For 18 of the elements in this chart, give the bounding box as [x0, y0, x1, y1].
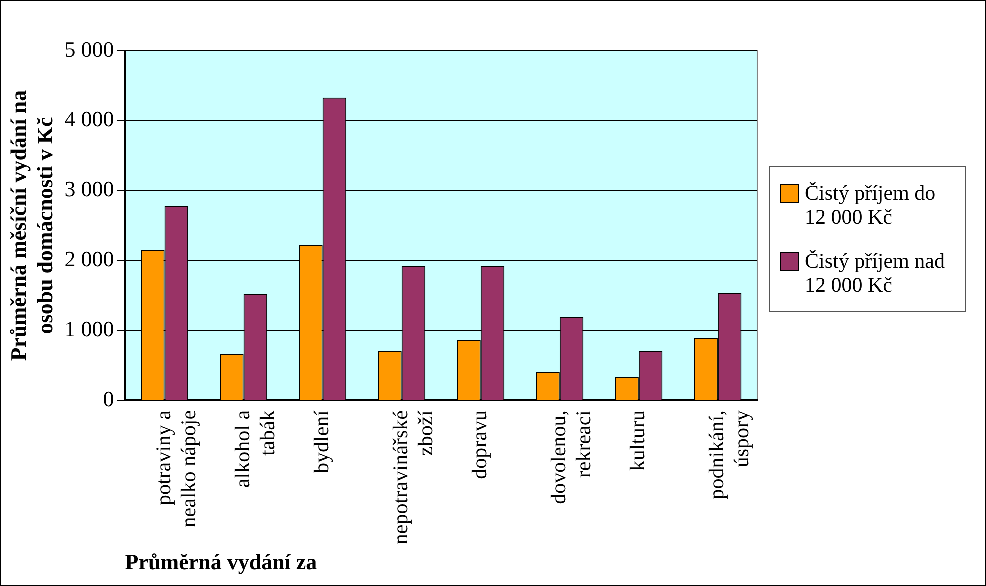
y-tick-label: 4 000 [64, 106, 114, 132]
x-axis-title: Průměrná vydání za [125, 549, 318, 574]
y-tick-label: 1 000 [64, 316, 114, 342]
x-tick-label: nepotravinářské zboží [388, 410, 438, 545]
y-tick-label: 5 000 [64, 36, 114, 62]
y-tick-label: 3 000 [64, 176, 114, 202]
x-tick-label: kulturu [625, 410, 650, 472]
x-tick-label: dovolenou, rekreaci [546, 410, 596, 504]
y-tick-label: 0 [103, 386, 114, 412]
x-tick-label: dopravu [467, 410, 492, 480]
x-tick-label: potraviny a nealko nápoje [151, 410, 201, 528]
legend-label: Čistý příjem do 12 000 Kč [805, 181, 937, 229]
y-tick-label: 2 000 [64, 246, 114, 272]
x-tick-label: bydlení [309, 410, 334, 474]
legend-label: Čistý příjem nad 12 000 Kč [805, 249, 946, 297]
x-tick-label: podnikání, úspory [704, 410, 754, 500]
x-tick-label: alkohol a tabák [230, 410, 280, 488]
y-axis-title: Průměrná měsíční vydání na osobu domácnosti v Kč [6, 90, 58, 362]
